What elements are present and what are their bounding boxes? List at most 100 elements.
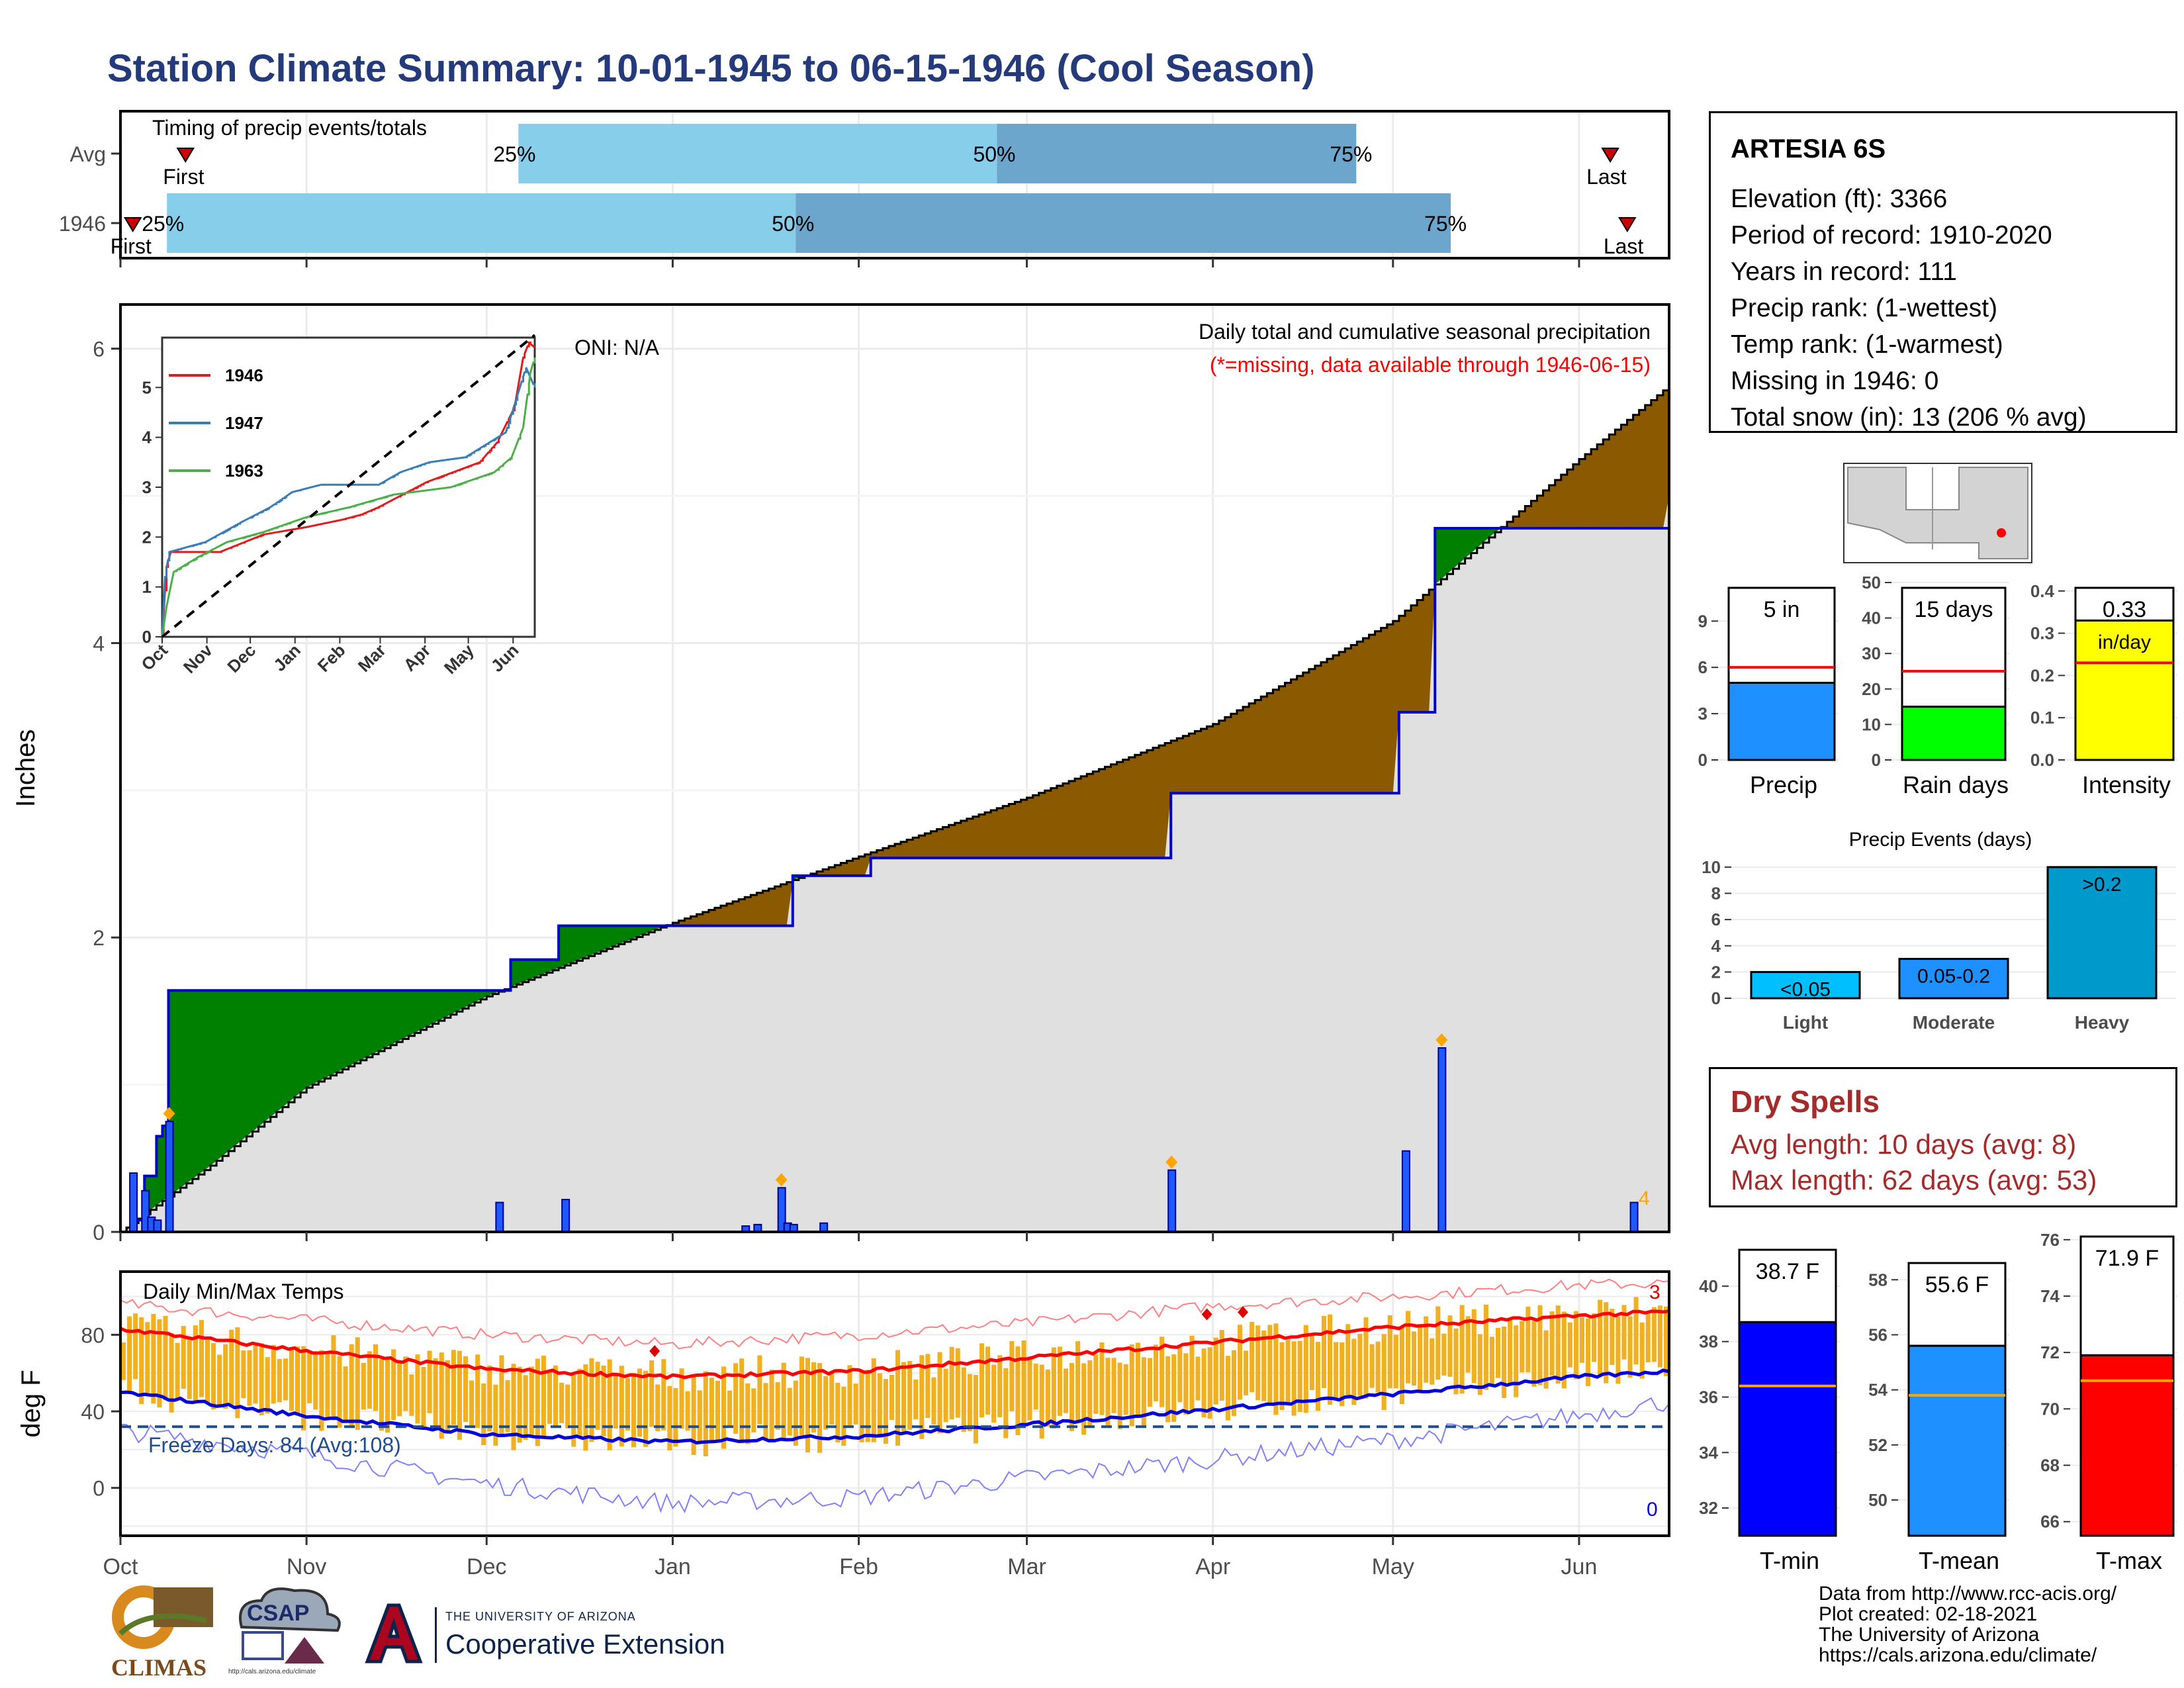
small-panel-tick-label: 50: [1868, 1490, 1888, 1510]
daily-temp-bar: [1021, 1340, 1026, 1427]
daily-temp-bar: [1009, 1340, 1015, 1411]
daily-temp-bar: [1081, 1363, 1087, 1435]
daily-temp-bar: [1255, 1325, 1261, 1401]
timing-bar-25-50: [167, 193, 796, 253]
below-average-fill: [1206, 726, 1214, 794]
events-tick-label: 6: [1711, 910, 1721, 929]
daily-temp-bar: [1328, 1314, 1333, 1405]
daily-temp-bar: [1105, 1358, 1111, 1426]
above-average-fill: [486, 990, 493, 997]
daily-temp-bar: [1237, 1325, 1243, 1400]
below-average-fill: [1645, 404, 1652, 529]
station-info-box: ARTESIA 6S Elevation (ft): 3366 Period o…: [1709, 111, 2177, 433]
last-marker-icon: [1601, 148, 1619, 163]
daily-temp-bar: [1315, 1341, 1320, 1411]
below-average-fill: [931, 831, 938, 859]
daily-temp-bar: [1201, 1348, 1206, 1418]
last-label: Last: [1604, 234, 1644, 258]
small-panel-tick-label: 74: [2040, 1286, 2060, 1306]
daily-precip-bar: [561, 1199, 570, 1233]
above-average-fill: [1459, 528, 1466, 564]
below-average-fill: [1050, 788, 1058, 859]
above-average-fill: [649, 925, 655, 933]
above-average-fill: [306, 990, 313, 1088]
last-marker-icon: [1618, 217, 1637, 232]
daily-temp-bar: [799, 1356, 804, 1436]
daily-temp-bar: [145, 1322, 150, 1395]
daily-temp-bar: [1495, 1327, 1501, 1378]
daily-temp-bar: [1483, 1304, 1488, 1390]
above-average-fill: [1453, 528, 1460, 569]
below-average-fill: [1249, 703, 1255, 794]
daily-temp-bar: [907, 1360, 913, 1430]
daily-precip-bar: [1437, 1047, 1447, 1233]
small-panel-category-label: Rain days: [1903, 771, 2009, 798]
daily-temp-bar: [631, 1373, 636, 1448]
small-panel-tick-label: 6: [1698, 657, 1707, 677]
small-panel-tick-label: 56: [1868, 1325, 1888, 1344]
above-average-fill: [379, 990, 385, 1051]
below-average-fill: [1099, 769, 1106, 859]
small-panel-category-label: T-mean: [1919, 1547, 1999, 1574]
above-average-fill: [444, 990, 451, 1018]
small-panel-tick-label: 9: [1698, 611, 1707, 631]
daily-temp-bar: [595, 1362, 600, 1430]
temp-background: [120, 1272, 1669, 1536]
temp-x-tick-label: Feb: [839, 1554, 878, 1579]
inset-series-line: [161, 357, 536, 637]
temp-y-axis-label: deg F: [17, 1370, 46, 1437]
daily-temp-bar: [1273, 1323, 1279, 1415]
inset-series-line: [161, 367, 536, 637]
below-average-fill: [678, 920, 686, 926]
daily-temp-bar: [1297, 1340, 1302, 1412]
below-average-fill: [942, 827, 950, 859]
daily-temp-bar: [811, 1362, 817, 1433]
inset-y-tick-label: 2: [142, 527, 152, 547]
small-panel-label-box: [2079, 1235, 2175, 1356]
below-average-fill: [1243, 706, 1250, 794]
above-average-fill: [295, 990, 301, 1098]
inset-y-tick-label: 4: [142, 428, 152, 447]
small-panel-value-label: 55.6 F: [1925, 1272, 1989, 1297]
below-average-fill: [1116, 762, 1124, 859]
below-average-fill: [907, 839, 913, 859]
daily-temp-bar: [1471, 1309, 1477, 1383]
below-average-fill: [1555, 480, 1562, 529]
daily-temp-bar: [169, 1333, 174, 1413]
average-min-line: [120, 1368, 1670, 1445]
daily-temp-bar: [889, 1374, 894, 1420]
below-average-fill: [1153, 747, 1160, 859]
below-average-fill: [972, 816, 979, 859]
extreme-event-icon: [163, 1107, 175, 1121]
daily-precip-bar: [129, 1172, 138, 1233]
daily-temp-bar: [1459, 1305, 1465, 1394]
daily-temp-bar: [1285, 1340, 1291, 1403]
daily-temp-bar: [925, 1354, 931, 1419]
last-label: Last: [1586, 165, 1627, 189]
daily-temp-bar: [709, 1378, 714, 1444]
below-average-fill: [1021, 800, 1028, 859]
daily-temp-bar: [1231, 1350, 1236, 1417]
below-average-fill: [1615, 430, 1622, 529]
small-panel-bar: [2074, 619, 2175, 761]
timing-p50-label: 50%: [772, 212, 814, 236]
above-average-fill: [360, 990, 367, 1060]
daily-temp-bar: [1039, 1364, 1044, 1439]
below-average-fill: [714, 908, 721, 926]
panel-precip: 0 3 6 9 5 in Precip: [1698, 583, 1839, 798]
above-average-fill: [528, 959, 535, 980]
above-average-fill: [318, 990, 325, 1082]
daily-temp-bar: [211, 1342, 216, 1410]
daily-temp-bar: [1615, 1316, 1621, 1384]
above-average-fill: [324, 990, 332, 1079]
below-average-fill: [1639, 410, 1646, 529]
below-average-fill: [1507, 522, 1514, 529]
daily-temp-bar: [361, 1362, 366, 1410]
above-average-fill: [624, 925, 631, 942]
small-panel-tick-label: 66: [2040, 1512, 2060, 1532]
below-average-fill: [1609, 434, 1615, 529]
below-average-fill: [1369, 634, 1376, 794]
small-panel-tick-label: 32: [1699, 1498, 1718, 1518]
record-high-icon: [649, 1345, 660, 1358]
